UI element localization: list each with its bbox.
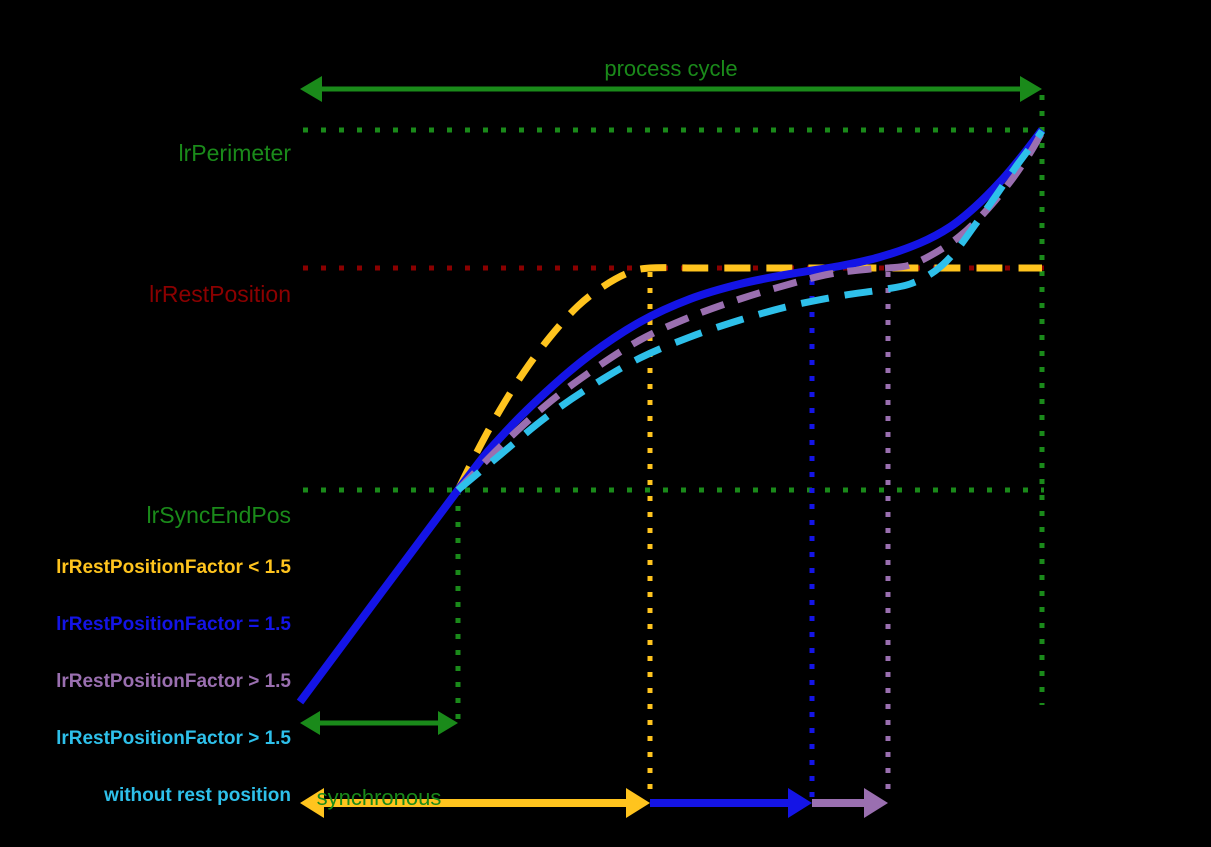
- axis-label-text: lrRestPosition: [149, 280, 291, 307]
- annotation-arrows: [300, 76, 1042, 735]
- curve-9a6fb0: [455, 130, 1046, 493]
- guide-lines-horizontal: [303, 127, 1044, 493]
- legend-item-blue: lrRestPositionFactor = 1.5: [56, 613, 291, 635]
- legend-item-cyan: lrRestPositionFactor > 1.5: [56, 728, 291, 750]
- legend-item-cyan-continuation: without rest position: [104, 785, 291, 807]
- synchronous-phase-arrow: [300, 711, 458, 735]
- blue-phase-bar-head-right: [788, 788, 812, 818]
- curve-ffc41e: [454, 264, 1042, 492]
- yellow-phase-bar-head-left: [300, 788, 324, 818]
- curve-2ec0ea: [455, 128, 1045, 493]
- yellow-phase-bar-head-right: [626, 788, 650, 818]
- synchronous-phase-arrow-head-right: [438, 711, 458, 735]
- legend: lrRestPositionFactor < 1.5 lrRestPositio…: [0, 521, 291, 842]
- bottom-phase-bars: [300, 788, 888, 818]
- purple-phase-bar-head-right: [864, 788, 888, 818]
- axis-label-lrsyncendpos: lrSyncEndPos: [0, 477, 291, 554]
- axis-label-lrperimeter: lrPerimeter: [0, 115, 291, 192]
- annotation-process-cycle-label: process cycle: [604, 56, 738, 81]
- axis-label-text: lrPerimeter: [178, 139, 291, 166]
- axis-label-text: lrSyncEndPos: [146, 501, 291, 528]
- process-cycle-arrow: [300, 76, 1042, 102]
- legend-item-purple: lrRestPositionFactor > 1.5: [56, 670, 291, 692]
- axis-label-lrrestposition: lrRestPosition: [0, 256, 291, 333]
- synchronous-phase-arrow-head-left: [300, 711, 320, 735]
- yellow-phase-bar: [300, 788, 650, 818]
- purple-phase-bar: [812, 788, 888, 818]
- guide-lines-vertical: [455, 95, 1045, 800]
- curve-1414e6: [296, 127, 1046, 705]
- blue-phase-bar: [650, 788, 812, 818]
- legend-item-yellow: lrRestPositionFactor < 1.5: [56, 556, 291, 578]
- sync-phase-line1: synchronous: [316, 784, 442, 810]
- process-cycle-arrow-head-right: [1020, 76, 1042, 102]
- annotation-synchronous-phase-label: synchronous phase: [179, 733, 579, 847]
- process-cycle-arrow-head-left: [300, 76, 322, 102]
- curves: [296, 127, 1046, 705]
